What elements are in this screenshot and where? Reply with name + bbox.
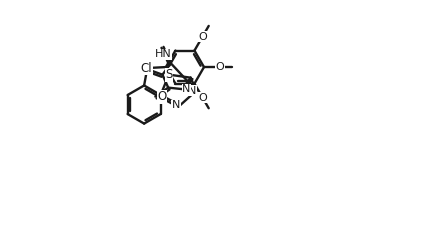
Text: Cl: Cl: [141, 62, 152, 75]
Text: N: N: [182, 84, 191, 94]
Text: N: N: [188, 86, 196, 96]
Text: S: S: [165, 68, 173, 81]
Text: O: O: [158, 90, 167, 103]
Text: O: O: [198, 32, 207, 42]
Text: O: O: [216, 62, 224, 72]
Text: HN: HN: [155, 49, 172, 59]
Text: N: N: [172, 100, 180, 110]
Text: O: O: [198, 93, 207, 103]
